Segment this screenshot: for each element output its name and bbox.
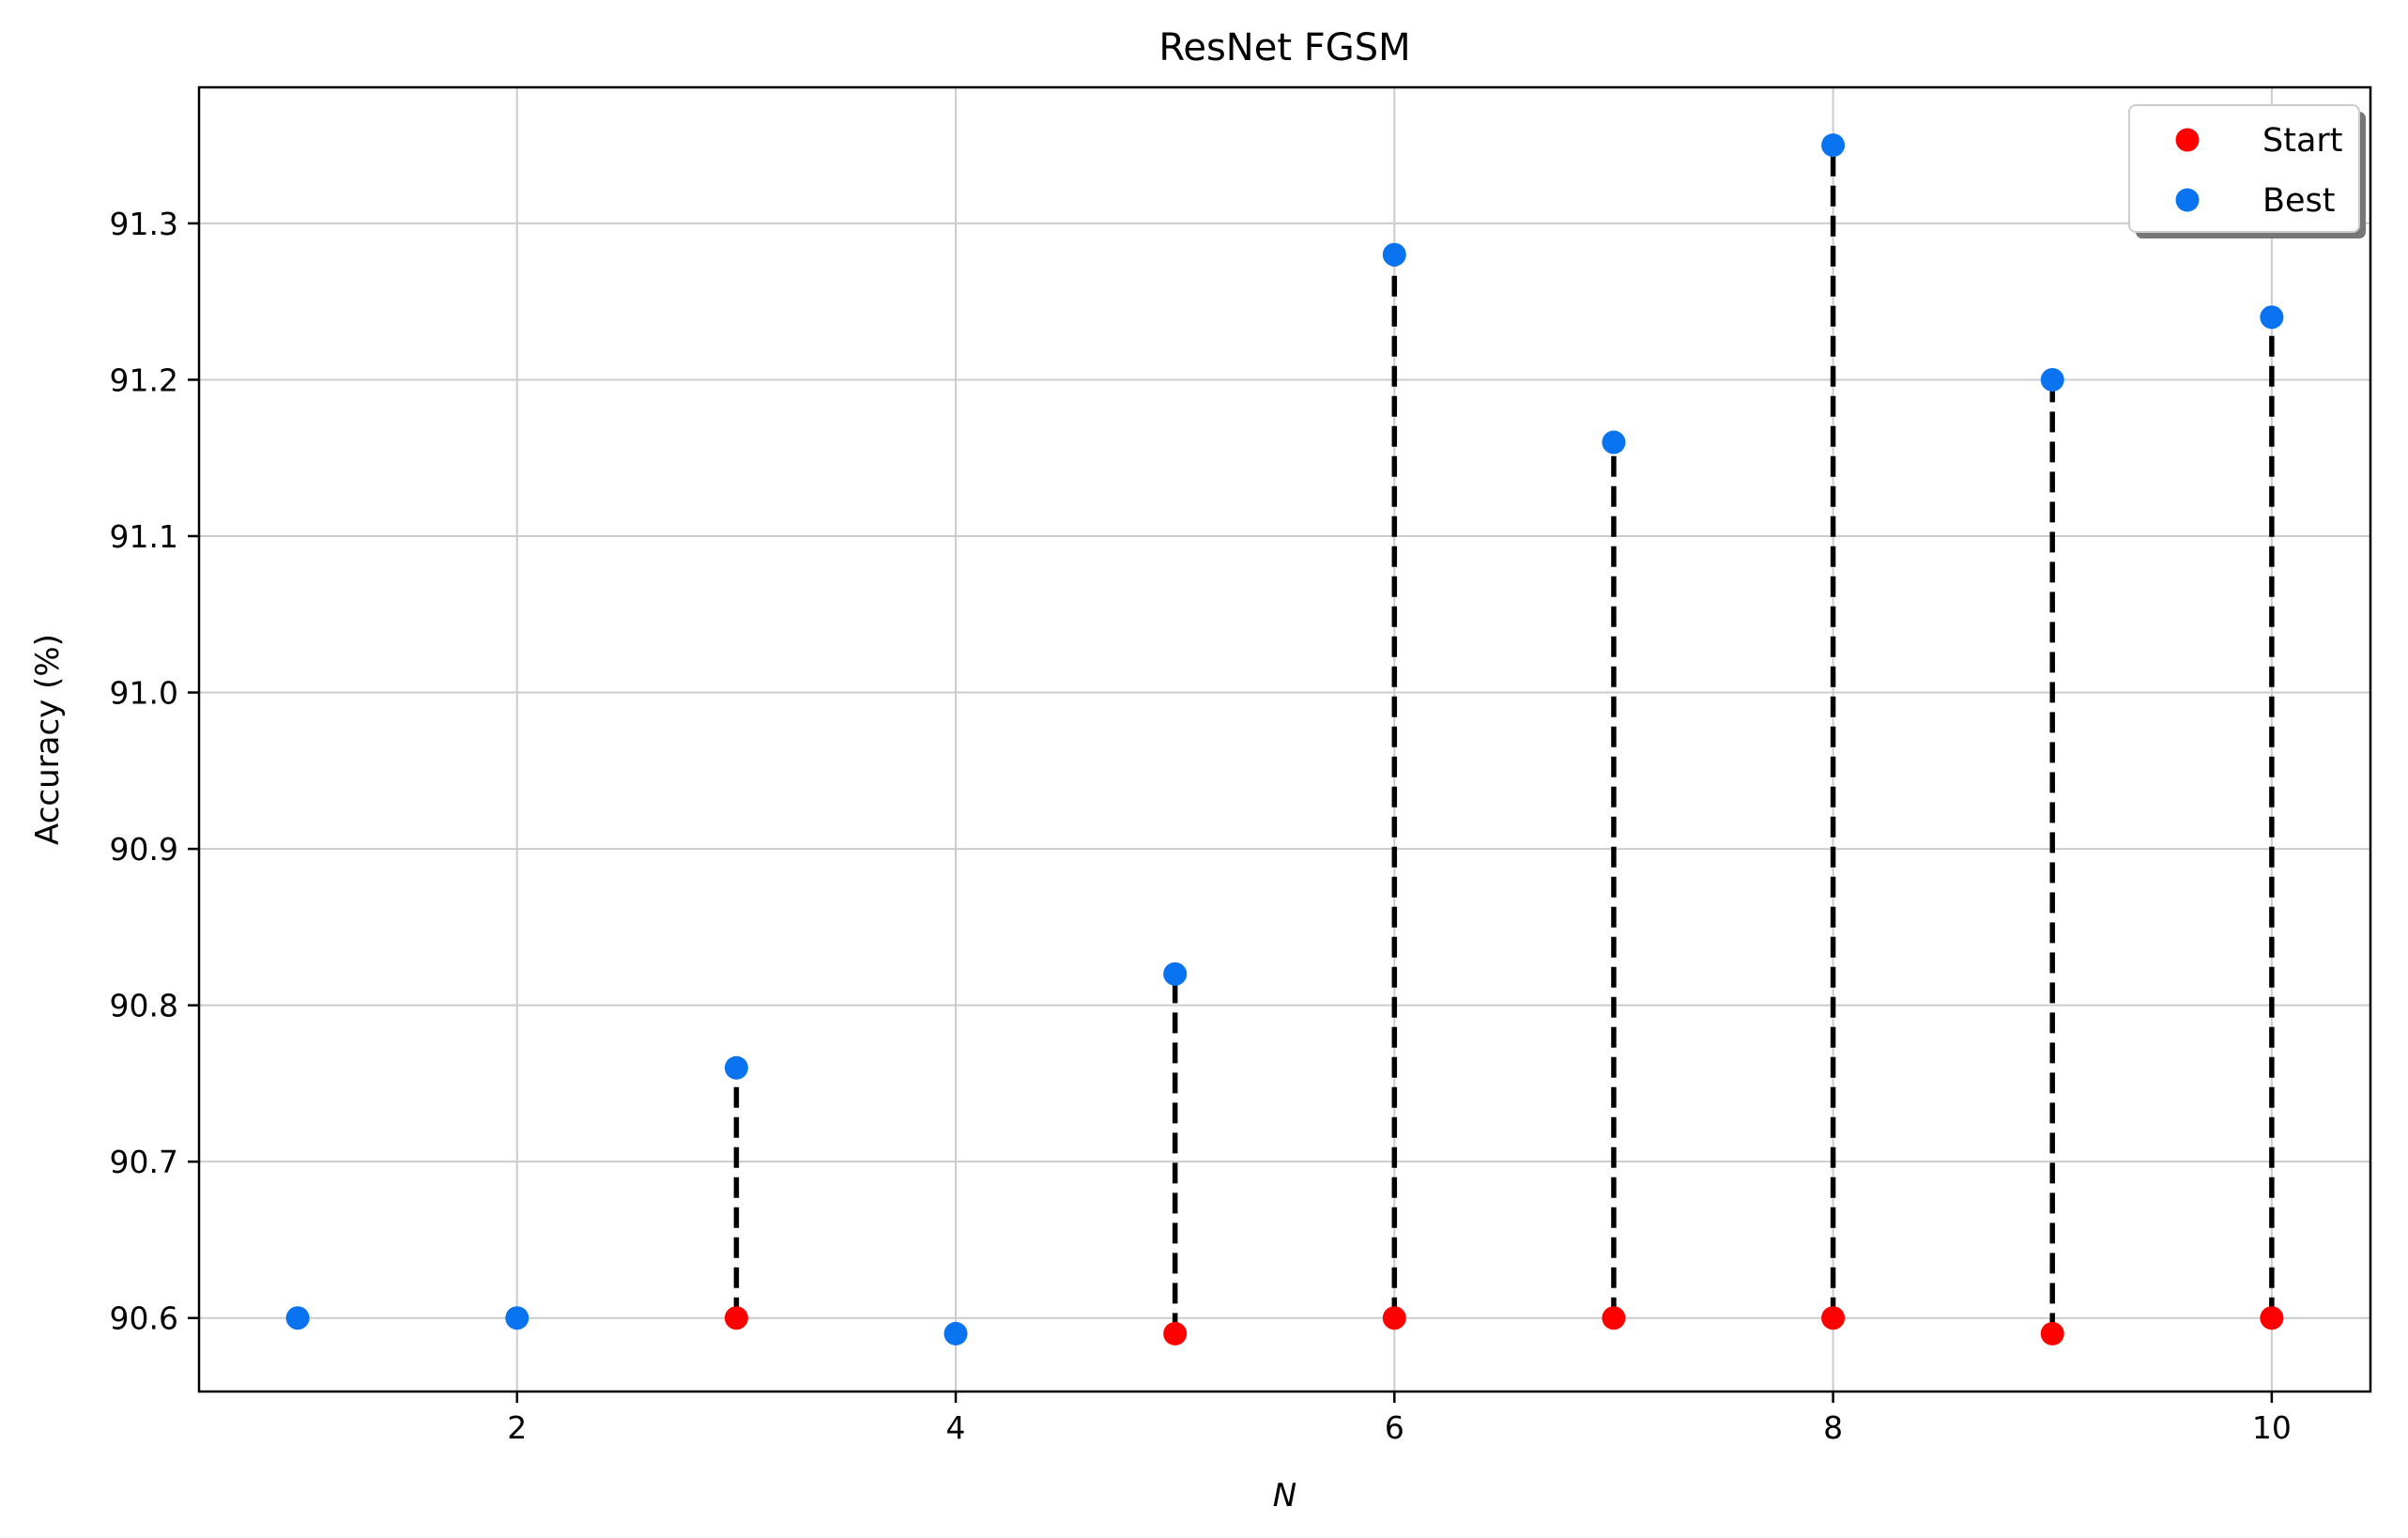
x-tick-label: 8: [1823, 1409, 1843, 1446]
best-point: [505, 1306, 529, 1330]
legend-marker-best: [2175, 188, 2200, 212]
best-point: [2260, 305, 2284, 330]
start-point: [1821, 1306, 1846, 1330]
x-tick-label: 2: [507, 1409, 527, 1446]
best-point: [1602, 430, 1626, 454]
x-tick-label: 6: [1385, 1409, 1404, 1446]
y-axis-label: Accuracy (%): [29, 634, 67, 845]
y-tick-label: 90.6: [110, 1300, 178, 1337]
x-axis-label: N: [1273, 1477, 1296, 1515]
x-tick-label: 4: [946, 1409, 966, 1446]
y-tick-label: 91.2: [110, 361, 178, 398]
legend: Start Best: [2128, 104, 2366, 238]
connector-lines: [733, 145, 2275, 1334]
y-tick-label: 91.1: [110, 518, 178, 555]
data-points: [285, 133, 2284, 1346]
chart-title: ResNet FGSM: [1158, 26, 1410, 69]
start-point: [1382, 1306, 1406, 1330]
x-axis-ticks: 2 4 6 8 10: [507, 1392, 2292, 1446]
best-point: [1163, 961, 1188, 986]
start-point: [1163, 1321, 1188, 1346]
start-point: [2040, 1321, 2064, 1346]
best-point: [285, 1306, 310, 1330]
start-point: [2260, 1306, 2284, 1330]
y-tick-label: 91.0: [110, 675, 178, 712]
plot-area-frame: [197, 85, 2372, 1393]
best-point: [724, 1055, 748, 1080]
x-tick-label: 10: [2252, 1409, 2292, 1446]
legend-marker-start: [2175, 128, 2200, 152]
best-point: [1821, 133, 1846, 158]
y-tick-label: 91.3: [110, 206, 178, 242]
y-tick-label: 90.7: [110, 1144, 178, 1180]
y-axis-ticks: 90.6 90.7 90.8 90.9 91.0 91.1 91.2 91.3: [110, 206, 199, 1337]
y-tick-label: 90.9: [110, 831, 178, 868]
start-point: [1602, 1306, 1626, 1330]
legend-label-best: Best: [2262, 182, 2336, 220]
best-point: [1382, 242, 1406, 267]
start-point: [724, 1306, 748, 1330]
best-point: [2040, 367, 2064, 392]
best-point: [943, 1321, 968, 1346]
y-tick-label: 90.8: [110, 988, 178, 1024]
legend-label-start: Start: [2262, 122, 2343, 160]
